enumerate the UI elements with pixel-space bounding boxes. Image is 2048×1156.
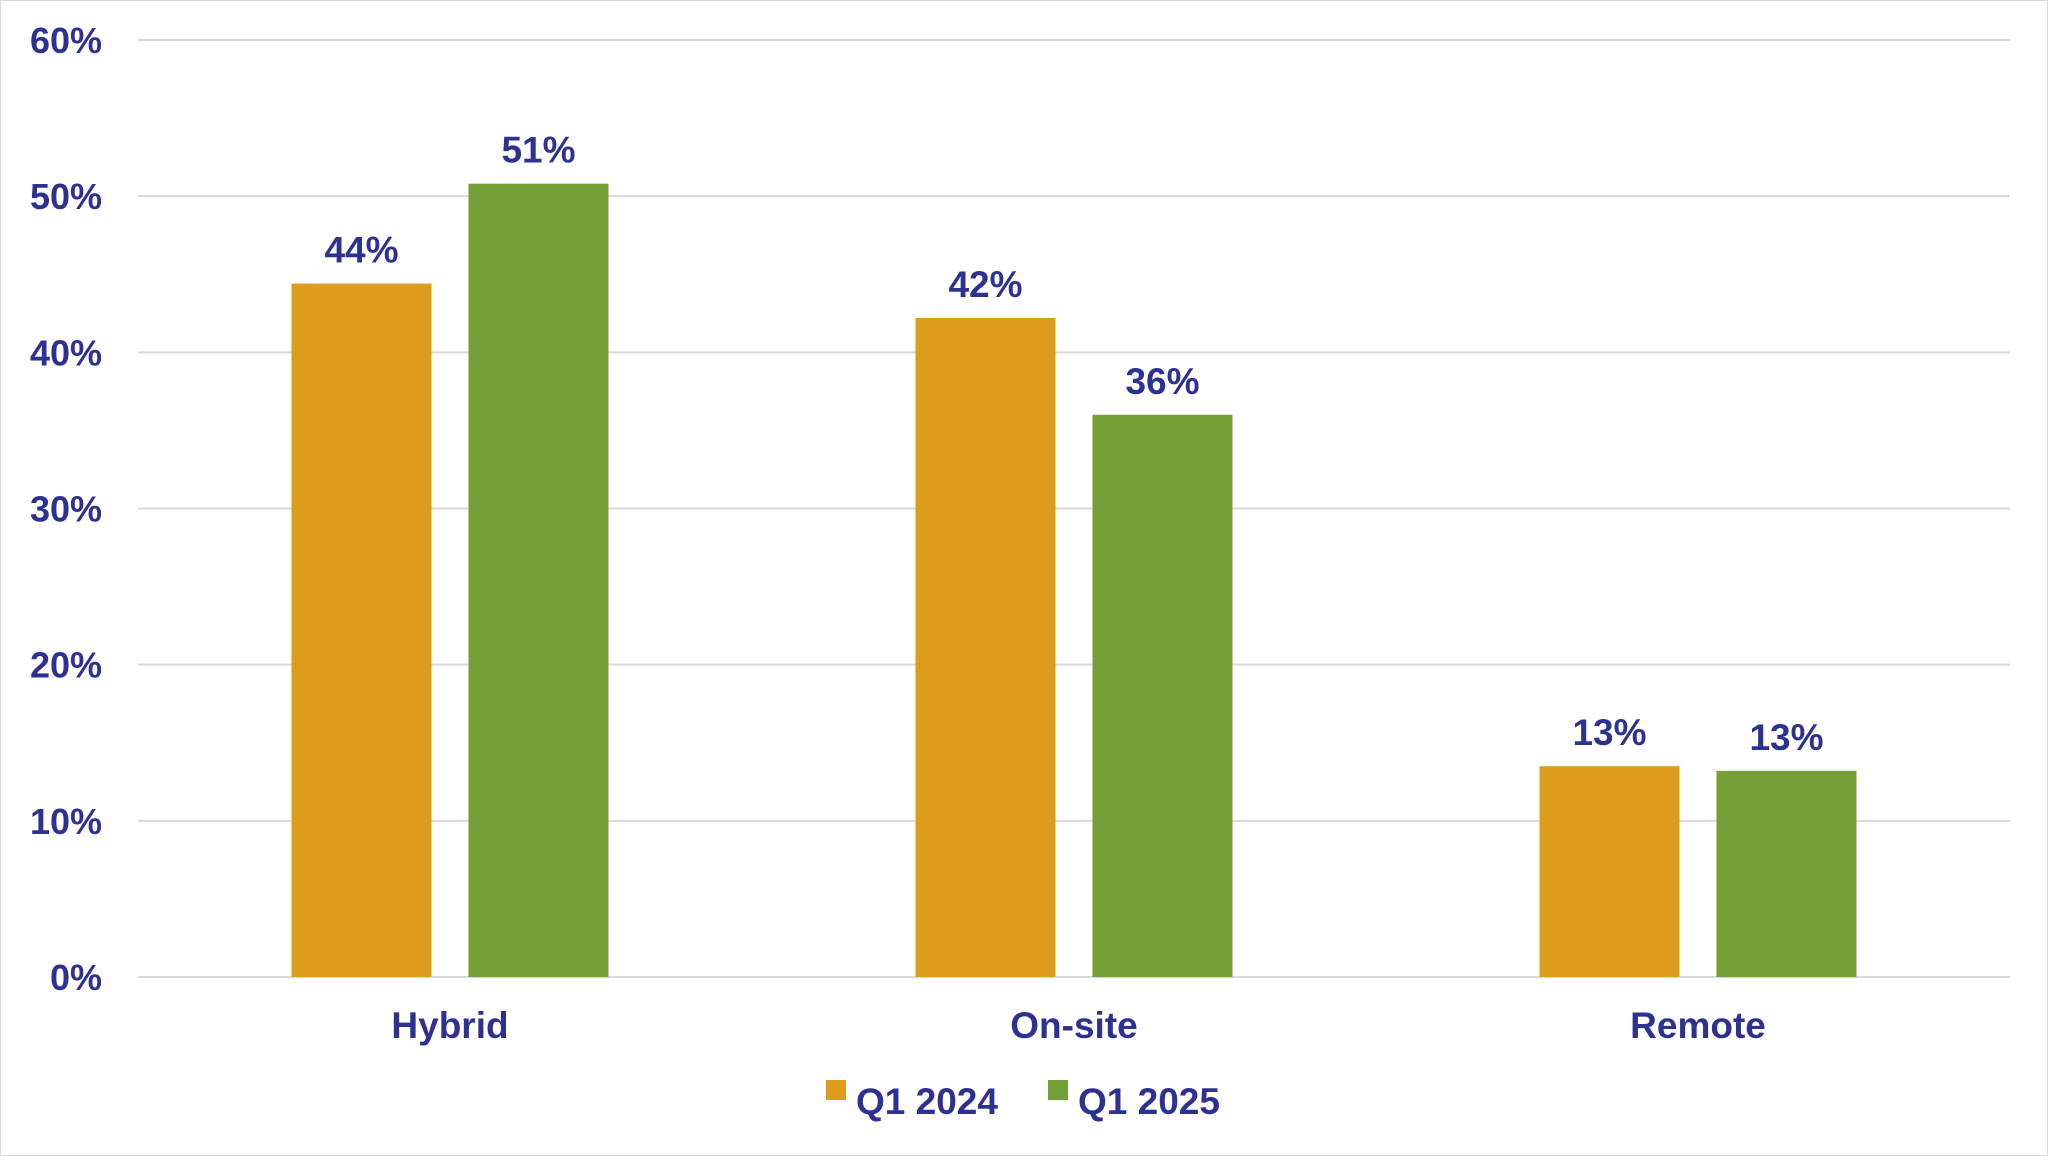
y-tick-label: 10% — [30, 801, 102, 842]
y-tick-label: 30% — [30, 489, 102, 530]
data-labels: 44% 51% 42% 36% 13% 13% — [324, 130, 1823, 758]
bar — [468, 183, 609, 977]
data-label: 44% — [324, 230, 398, 271]
data-label: 36% — [1125, 361, 1199, 402]
x-tick-label: On-site — [1010, 1005, 1137, 1046]
data-label: 42% — [948, 264, 1022, 305]
legend-label: Q1 2025 — [1078, 1081, 1220, 1122]
y-tick-label: 0% — [50, 957, 102, 998]
legend: Q1 2024 Q1 2025 — [826, 1080, 1220, 1122]
data-label: 13% — [1749, 717, 1823, 758]
bar — [291, 283, 432, 977]
data-label: 13% — [1572, 712, 1646, 753]
bar — [1539, 766, 1680, 977]
legend-swatch — [1048, 1080, 1068, 1100]
x-tick-label: Hybrid — [391, 1005, 508, 1046]
legend-swatch — [826, 1080, 846, 1100]
y-tick-label: 50% — [30, 176, 102, 217]
bar — [1716, 770, 1857, 977]
x-axis-categories: Hybrid On-site Remote — [391, 1005, 1765, 1046]
y-axis-ticks: 0% 10% 20% 30% 40% 50% 60% — [30, 20, 102, 998]
y-tick-label: 20% — [30, 645, 102, 686]
y-tick-label: 40% — [30, 332, 102, 373]
gridlines — [138, 39, 2010, 978]
data-label: 51% — [501, 130, 575, 171]
bar — [915, 317, 1056, 977]
x-tick-label: Remote — [1630, 1005, 1766, 1046]
bar — [1092, 414, 1233, 977]
legend-label: Q1 2024 — [856, 1081, 998, 1122]
y-tick-label: 60% — [30, 20, 102, 61]
bars — [291, 183, 1857, 977]
